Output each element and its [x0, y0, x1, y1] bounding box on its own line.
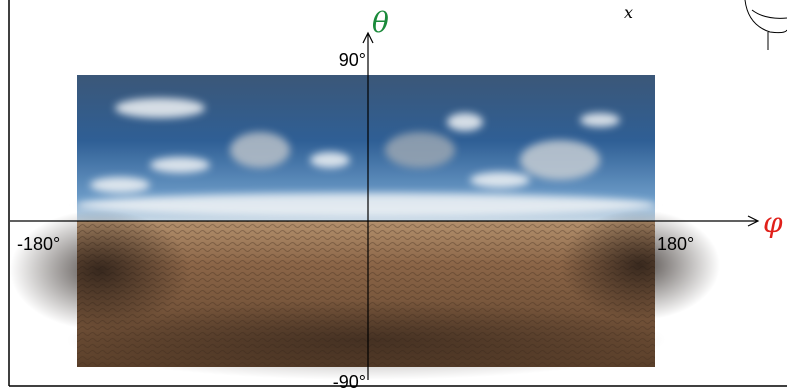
corner-label: x — [624, 3, 633, 22]
theta-label: θ — [372, 6, 389, 39]
bottom-label: -90° — [333, 372, 366, 392]
top-label: 90° — [339, 50, 366, 70]
sphere-sketch — [745, 0, 787, 50]
page: θ φ 90° -90° -180° 180° x (() => { const… — [0, 0, 787, 392]
figure: θ φ 90° -90° -180° 180° x — [0, 0, 787, 392]
phi-label: φ — [763, 206, 783, 239]
right-label: 180° — [657, 234, 694, 254]
left-label: -180° — [17, 234, 60, 254]
panorama — [10, 75, 720, 380]
